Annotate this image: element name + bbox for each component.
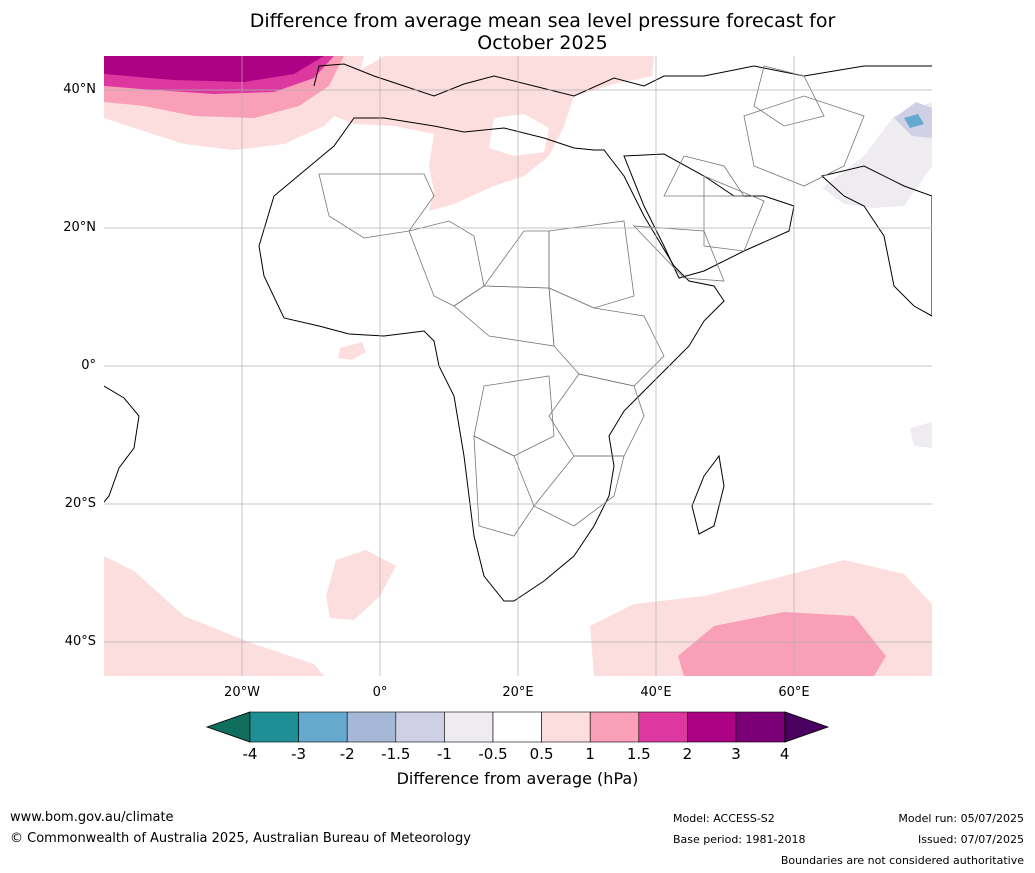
- colorbar-bin: [638, 711, 688, 743]
- colorbar-tick-label: 0.5: [529, 745, 554, 763]
- africa-outline: [258, 117, 725, 602]
- anomaly-indian-ocean-negative: [910, 422, 932, 448]
- colorbar-tick-label: -0.5: [478, 745, 508, 763]
- lat-label-40n: 40°N: [63, 82, 96, 97]
- colorbar-tick-label: -3: [291, 745, 307, 763]
- anomaly-south-atlantic-island: [326, 550, 396, 620]
- colorbar-tick-label: 1: [585, 745, 595, 763]
- anomaly-northwest-2: [104, 56, 324, 82]
- colorbar-bin: [589, 711, 640, 743]
- colorbar-tick-label: -2: [339, 745, 355, 763]
- footer-copyright: © Commonwealth of Australia 2025, Austra…: [10, 831, 471, 846]
- colorbar-bin: [346, 711, 397, 743]
- colorbar-bin: [249, 711, 299, 743]
- map-panel: [104, 56, 932, 676]
- anomaly-south-indian-1: [678, 612, 886, 676]
- colorbar-bin: [541, 711, 591, 743]
- colorbar: [205, 711, 830, 743]
- colorbar-tick-label: 4: [779, 745, 790, 763]
- colorbar-arrow-above: [784, 711, 830, 743]
- footer-url[interactable]: www.bom.gov.au/climate: [10, 810, 174, 825]
- footer-model: Model: ACCESS-S2: [673, 812, 775, 825]
- india-outline: [820, 165, 932, 317]
- lon-label-60e: 60°E: [778, 685, 810, 700]
- footer-model-run: Model run: 05/07/2025: [898, 812, 1024, 825]
- colorbar-tick-label: -4: [242, 745, 258, 763]
- lon-label-0: 0°: [372, 685, 388, 700]
- colorbar-label: Difference from average (hPa): [396, 769, 639, 788]
- anomaly-asia-negative-2: [904, 114, 924, 128]
- colorbar-bin: [735, 711, 785, 743]
- lat-label-20n: 20°N: [63, 220, 96, 235]
- colorbar-arrow-below: [205, 711, 251, 743]
- map-svg: [104, 56, 932, 676]
- anomaly-gulf-guinea-0.5: [338, 342, 366, 360]
- lon-label-40e: 40°E: [640, 685, 672, 700]
- colorbar-tick-label: 3: [731, 745, 741, 763]
- country-borders: [318, 65, 865, 537]
- colorbar-bins: [249, 711, 785, 743]
- lat-label-0: 0°: [81, 358, 96, 373]
- colorbar-bin: [444, 711, 494, 743]
- footer-base-period: Base period: 1981-2018: [673, 833, 806, 846]
- colorbar-tick-label: 1.5: [626, 745, 651, 763]
- map-title-line1: Difference from average mean sea level p…: [249, 10, 836, 32]
- lon-label-20w: 20°W: [224, 685, 260, 700]
- anomaly-south-atlantic-0.5: [104, 556, 324, 676]
- graticule: [104, 56, 932, 676]
- europe-outline: [313, 63, 932, 97]
- colorbar-bin: [395, 711, 445, 743]
- madagascar-outline: [691, 454, 725, 535]
- lon-label-20e: 20°E: [502, 685, 534, 700]
- footer-boundaries: Boundaries are not considered authoritat…: [780, 854, 1024, 867]
- lat-label-20s: 20°S: [64, 496, 96, 511]
- colorbar-tick-label: 2: [682, 745, 693, 763]
- south-america-outline: [104, 385, 140, 503]
- colorbar-bin: [298, 711, 348, 743]
- colorbar-bin: [492, 711, 542, 743]
- anomaly-mediterranean-white-gap: [489, 114, 549, 156]
- map-title-line2: October 2025: [477, 32, 608, 54]
- colorbar-tick-label: -1: [436, 745, 452, 763]
- colorbar-bin: [687, 711, 737, 743]
- map-title: Difference from average mean sea level p…: [0, 10, 1035, 54]
- footer-issued: Issued: 07/07/2025: [917, 833, 1024, 846]
- lat-label-40s: 40°S: [64, 634, 96, 649]
- colorbar-tick-label: -1.5: [381, 745, 411, 763]
